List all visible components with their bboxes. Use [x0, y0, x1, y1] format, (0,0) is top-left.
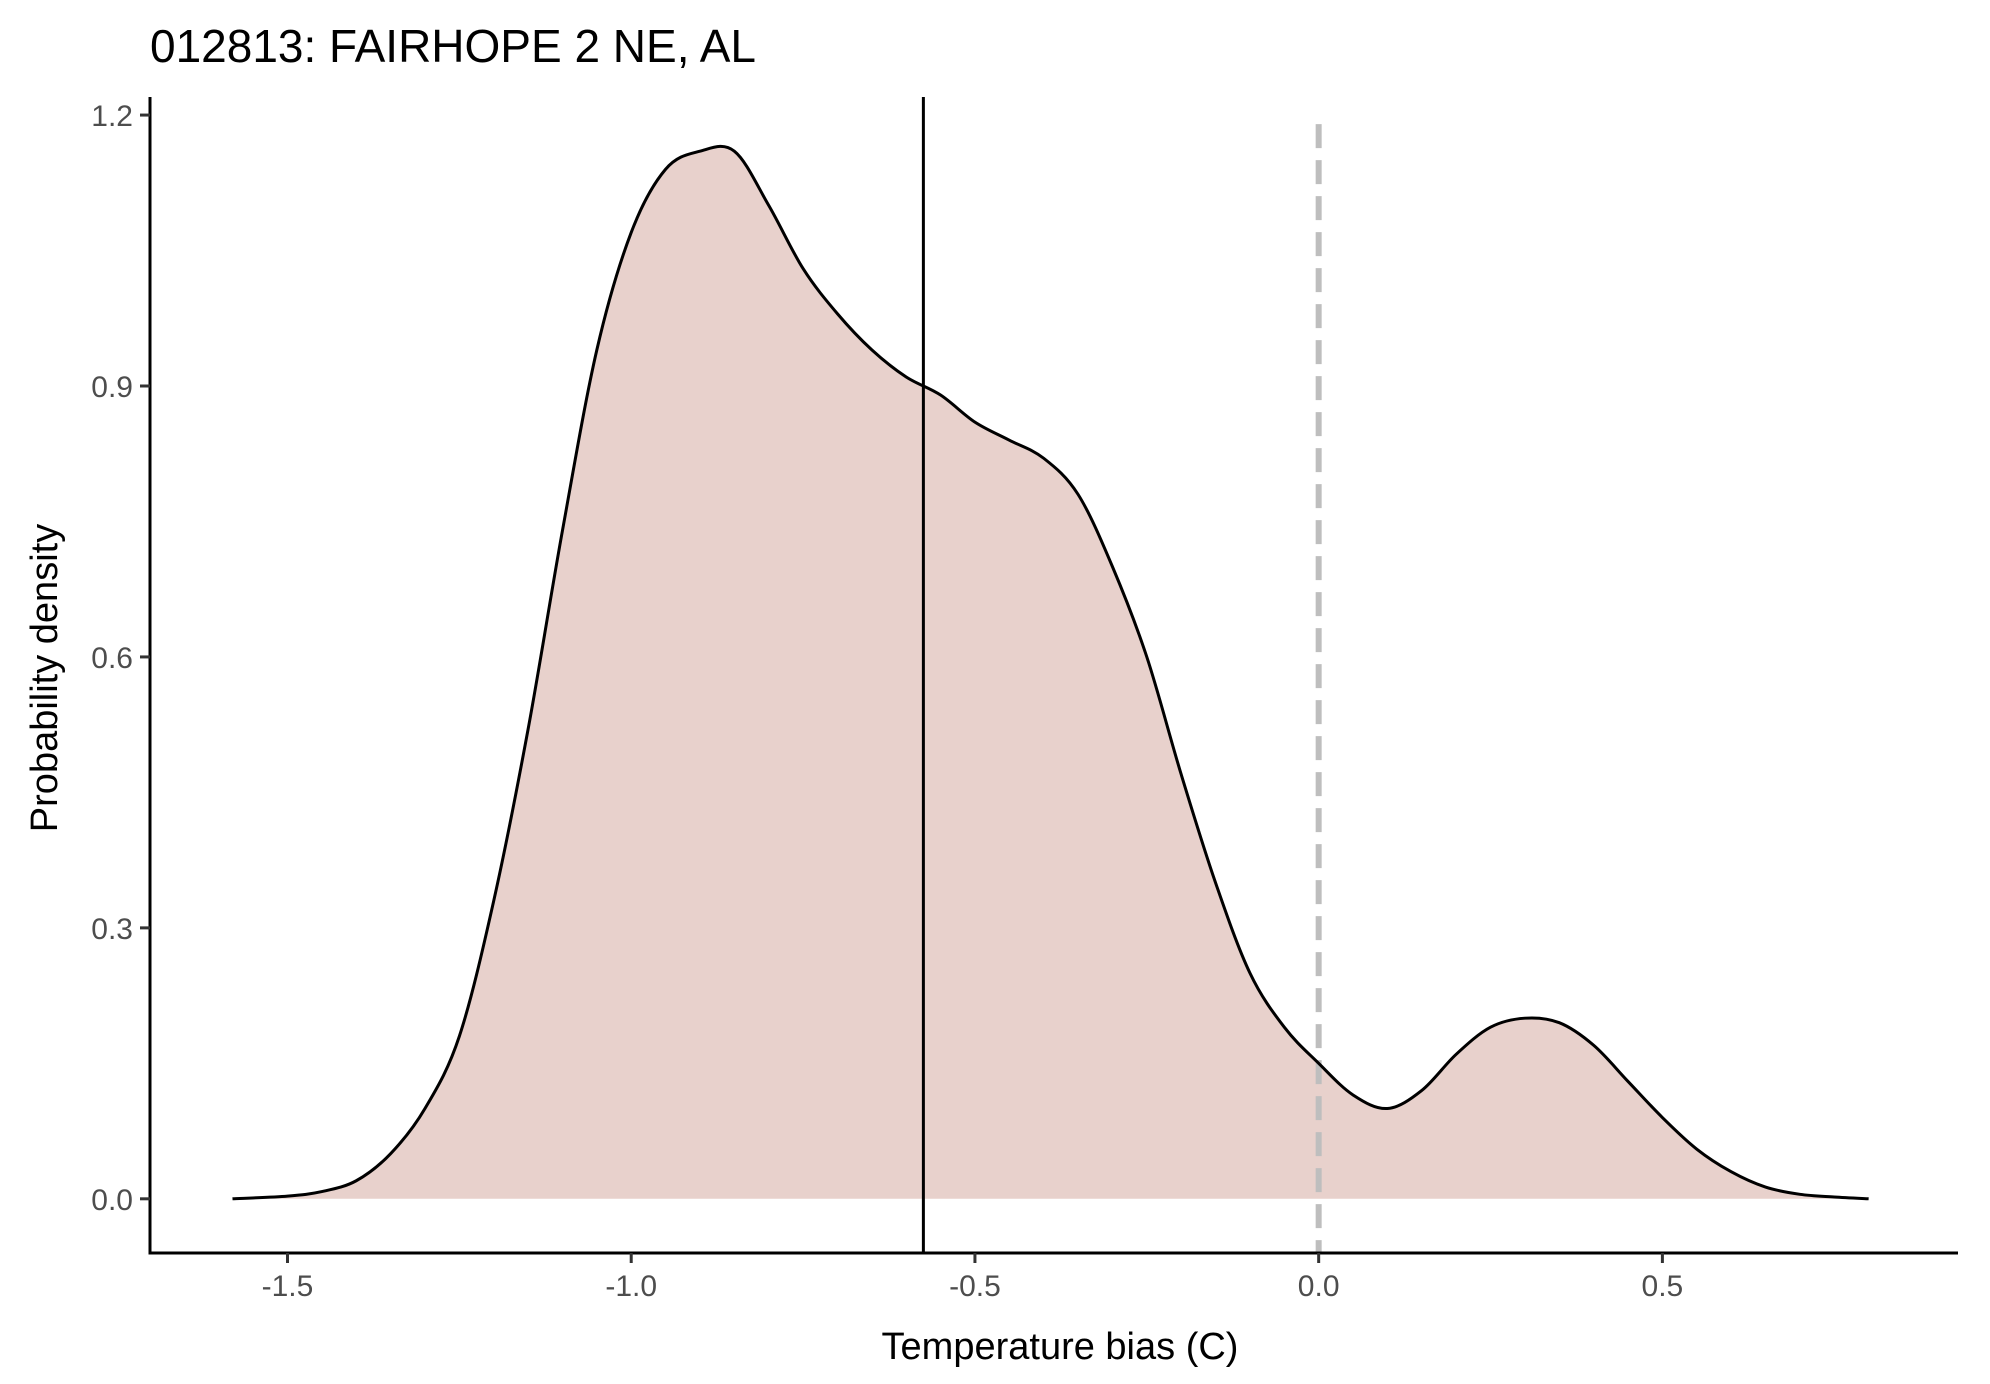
- x-tick-label: -0.5: [949, 1270, 1001, 1303]
- x-axis-title: Temperature bias (C): [882, 1326, 1239, 1368]
- x-tick-label: -1.5: [262, 1270, 314, 1303]
- y-tick-label: 0.9: [91, 371, 133, 404]
- density-curve: [232, 144, 1869, 1201]
- y-axis-title: Probability density: [24, 524, 66, 832]
- x-tick-label: -1.0: [605, 1270, 657, 1303]
- chart-title: 012813: FAIRHOPE 2 NE, AL: [150, 20, 756, 72]
- plot-area: -1.5 -1.0 -0.5 0.0 0.5 0.0 0.3 0.6 0.9 1.2: [91, 97, 1958, 1303]
- y-tick-label: 0.6: [91, 642, 133, 675]
- x-tick-label: 0.0: [1298, 1270, 1340, 1303]
- x-tick-label: 0.5: [1642, 1270, 1684, 1303]
- y-tick-label: 1.2: [91, 100, 133, 133]
- y-tick-label: 0.0: [91, 1184, 133, 1217]
- density-area: [232, 146, 1869, 1199]
- y-tick-label: 0.3: [91, 913, 133, 946]
